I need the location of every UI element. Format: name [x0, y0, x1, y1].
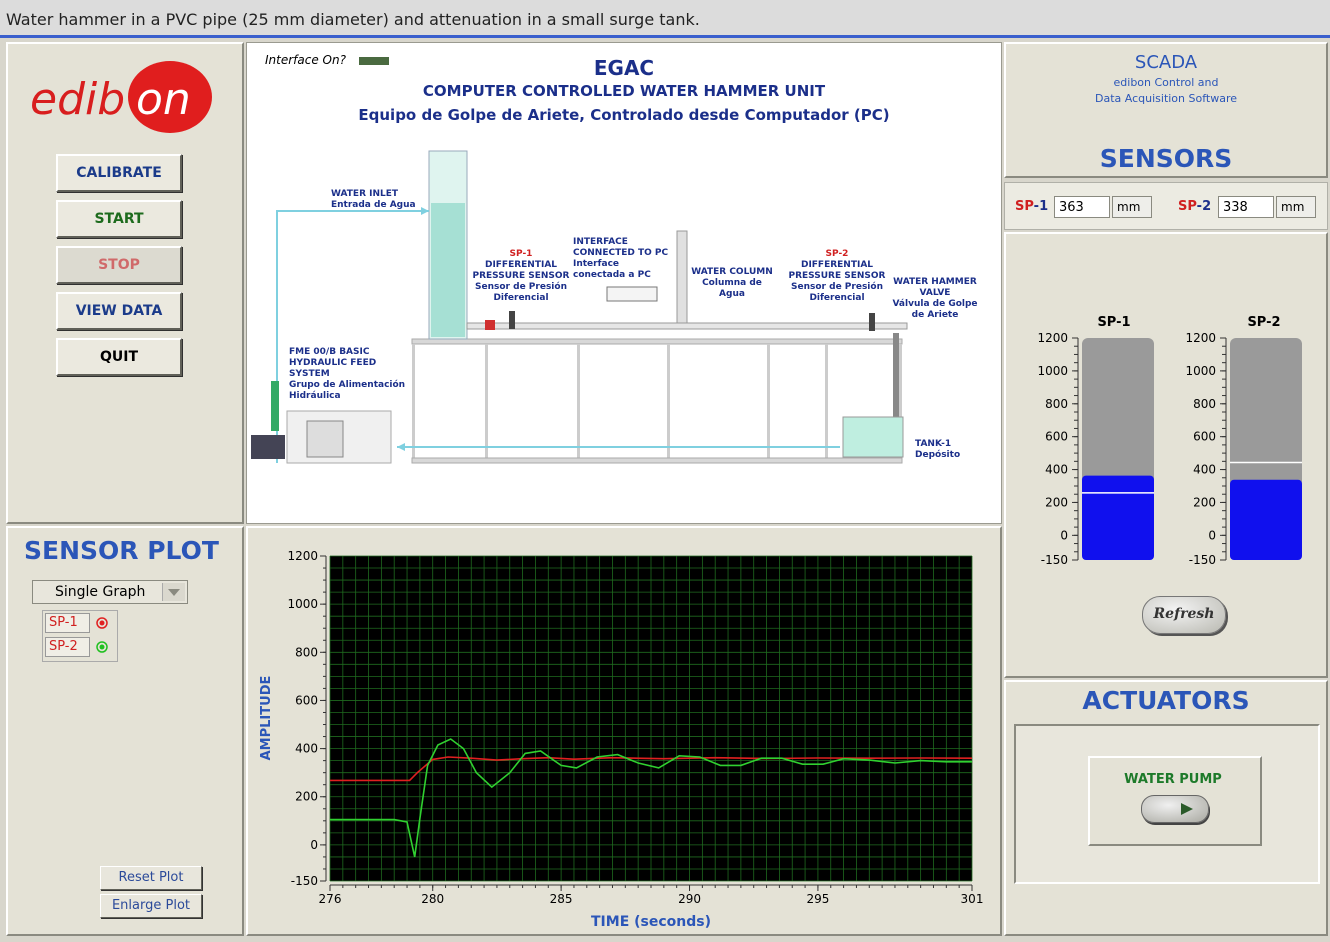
x-tick-label: 295 — [806, 892, 829, 906]
gauge-tick-label: 0 — [1060, 528, 1068, 542]
sensors-title: SENSORS — [1099, 144, 1233, 173]
chevron-down-icon — [162, 583, 185, 601]
diagram-title: EGAC — [593, 56, 655, 80]
gauge-tick-label: 600 — [1045, 430, 1068, 444]
sp1-readout-label: SP-1 — [1015, 199, 1049, 214]
view-data-button[interactable]: VIEW DATA — [56, 292, 182, 330]
y-tick-label: 200 — [295, 790, 318, 804]
water-column-label: WATER COLUMN Columna de Agua — [691, 267, 773, 299]
stop-button[interactable]: STOP — [56, 246, 182, 284]
legend-item-sp1[interactable]: SP-1 — [45, 613, 90, 633]
gauge-tick-label: 800 — [1045, 397, 1068, 411]
gauge-tick-label: 200 — [1045, 495, 1068, 509]
gauge-tick-label: -150 — [1189, 553, 1216, 567]
y-tick-label: 800 — [295, 645, 318, 659]
legend-sp1-label: SP-1 — [49, 615, 78, 630]
chart-grid — [329, 555, 973, 882]
gauge-tick-label: 200 — [1193, 495, 1216, 509]
sp1-unit: mm — [1112, 196, 1152, 218]
x-tick-label: 280 — [421, 892, 444, 906]
sp1-value-field: 363 — [1054, 196, 1110, 218]
y-tick-label: 0 — [310, 838, 318, 852]
sensor-plot-title: SENSOR PLOT — [24, 536, 219, 565]
refresh-button[interactable]: Refresh — [1142, 596, 1226, 634]
window-caption: Water hammer in a PVC pipe (25 mm diamet… — [0, 0, 1330, 38]
legend-sp2-marker-icon — [95, 640, 109, 659]
water-pump-toggle[interactable] — [1141, 795, 1209, 823]
sensor-gauges: SP-1 1200 1000 800 600 400 200 0 -150 SP-2 1200 100… — [1037, 315, 1302, 567]
gauge-title-sp-2: SP-2 — [1247, 315, 1280, 330]
scada-panel — [1004, 42, 1328, 178]
x-tick-label: 290 — [678, 892, 701, 906]
legend-sp2-label: SP-2 — [49, 639, 78, 654]
graph-mode-value: Single Graph — [55, 584, 146, 600]
water-hammer-valve-label: WATER HAMMER VALVE Válvula de Golpe de A… — [892, 277, 978, 320]
quit-button[interactable]: QUIT — [56, 338, 182, 376]
reset-plot-button[interactable]: Reset Plot — [100, 866, 202, 890]
y-tick-label: 1200 — [287, 549, 318, 563]
sp2-unit: mm — [1276, 196, 1316, 218]
gauge-fill-sp-2 — [1230, 479, 1302, 560]
sp2-readout-label: SP-2 — [1178, 199, 1212, 214]
y-ticks: 1200 1000 800 600 400 200 0 -150 — [287, 549, 327, 888]
gauge-tick-label: 0 — [1208, 528, 1216, 542]
gauge-tick-label: -150 — [1041, 553, 1068, 567]
gauge-tick-label: 800 — [1193, 397, 1216, 411]
y-tick-label: 1000 — [287, 597, 318, 611]
interface-on-label: Interface On? — [265, 53, 346, 67]
diagram-drawing — [251, 57, 908, 464]
gauge-tick-label: 1200 — [1185, 331, 1216, 345]
gauge-tick-label: 400 — [1193, 463, 1216, 477]
refresh-label: Refresh — [1153, 606, 1215, 622]
gauge-tick-label: 1200 — [1037, 331, 1068, 345]
start-button[interactable]: START — [56, 200, 182, 238]
edibon-logo: edib on — [30, 54, 220, 134]
legend-sp1-marker-icon — [95, 616, 109, 635]
x-ticks: 276 280 285 290 295 301 — [319, 884, 984, 906]
interface-pc-label: INTERFACE CONNECTED TO PC Interface cone… — [573, 237, 669, 280]
gauge-tick-label: 1000 — [1037, 364, 1068, 378]
water-pump-label: WATER PUMP — [1124, 772, 1222, 787]
gauge-title-sp-1: SP-1 — [1097, 315, 1130, 330]
x-tick-label: 276 — [319, 892, 342, 906]
sp1-sensor-label: SP-1 DIFFERENTIAL PRESSURE SENSOR Sensor… — [472, 249, 570, 303]
chart-series — [330, 738, 973, 858]
graph-mode-select[interactable]: Single Graph — [32, 580, 188, 604]
gauge-tick-label: 400 — [1045, 463, 1068, 477]
gauge-fill-sp-1 — [1082, 475, 1154, 560]
logo-text-right: on — [136, 74, 191, 125]
feed-system-label: FME 00/B BASIC HYDRAULIC FEED SYSTEM Gru… — [289, 347, 406, 401]
y-tick-label: 600 — [295, 693, 318, 707]
gauge-tick-label: 1000 — [1185, 364, 1216, 378]
y-tick-label: 400 — [295, 742, 318, 756]
gauge-tick-label: 600 — [1193, 430, 1216, 444]
y-tick-label: -150 — [291, 874, 318, 888]
diagram-subtitle-es: Equipo de Golpe de Ariete, Controlado de… — [358, 106, 890, 124]
sensor-chart: 1200 1000 800 600 400 200 0 -150 276 280 285 290 29… — [259, 549, 984, 930]
scada-title: SCADA — [1134, 52, 1198, 73]
actuators-title: ACTUATORS — [1082, 686, 1250, 715]
x-axis-label: TIME (seconds) — [591, 914, 711, 930]
y-axis-label: AMPLITUDE — [259, 676, 274, 761]
scada-line1: edibon Control and — [1113, 76, 1219, 89]
process-diagram: Interface On? EGAC COMPUTER CONTROLLED W… — [246, 42, 1002, 524]
plot-legend: SP-1 SP-2 — [42, 610, 118, 662]
calibrate-button[interactable]: CALIBRATE — [56, 154, 182, 192]
enlarge-plot-button[interactable]: Enlarge Plot — [100, 894, 202, 918]
legend-item-sp2[interactable]: SP-2 — [45, 637, 90, 657]
water-inlet-label: WATER INLET Entrada de Agua — [331, 189, 416, 210]
scada-line2: Data Acquisition Software — [1095, 92, 1237, 105]
sp2-sensor-label: SP-2 DIFFERENTIAL PRESSURE SENSOR Sensor… — [788, 249, 886, 303]
tank-label: TANK-1 Depósito — [915, 439, 961, 460]
x-tick-label: 301 — [961, 892, 984, 906]
sp2-value-field: 338 — [1218, 196, 1274, 218]
diagram-subtitle-en: COMPUTER CONTROLLED WATER HAMMER UNIT — [422, 82, 826, 100]
play-icon — [1180, 802, 1194, 821]
x-tick-label: 285 — [550, 892, 573, 906]
series-line-sp-2 — [330, 738, 972, 858]
logo-text-left: edib — [30, 74, 125, 125]
